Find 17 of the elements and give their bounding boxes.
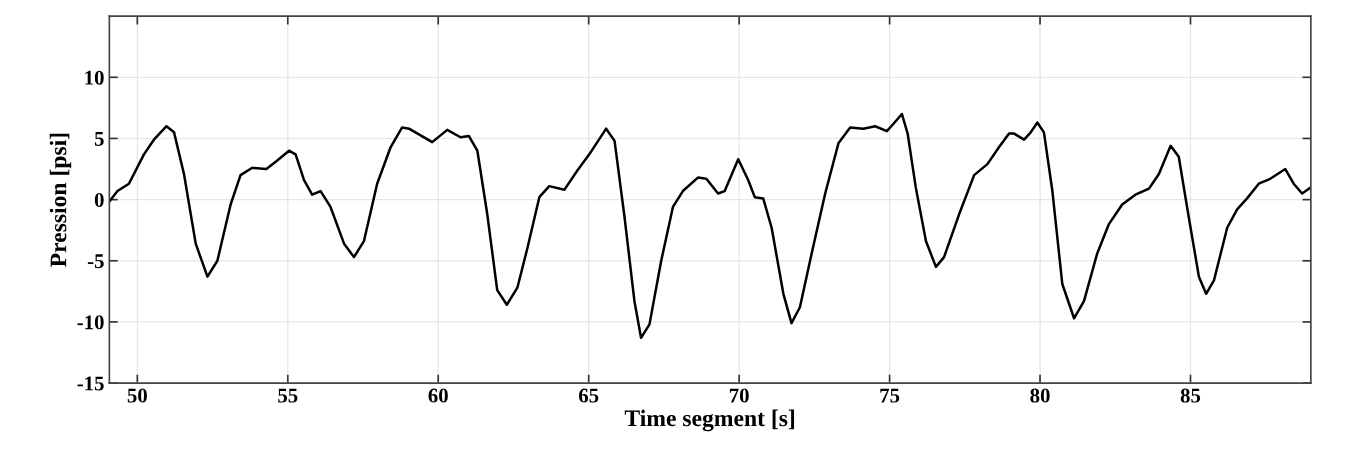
line-series [109, 112, 1311, 340]
y-tick-label: -15 [77, 376, 104, 391]
x-axis-title: Time segment [s] [624, 409, 795, 432]
y-tick-label: 5 [94, 132, 104, 146]
x-tick-label: 65 [578, 388, 599, 403]
x-tick-label: 85 [1180, 388, 1201, 403]
x-tick-label: 55 [278, 388, 298, 403]
x-tick-label: 80 [1030, 388, 1050, 403]
y-tick-label: -5 [87, 254, 104, 269]
y-tick-label: 10 [85, 70, 104, 85]
x-tick-label: 75 [880, 388, 900, 403]
y-tick-label: -10 [77, 315, 104, 330]
x-tick-label: 60 [428, 388, 448, 403]
y-tick-label: 0 [94, 192, 104, 208]
x-tick-label: 70 [729, 388, 749, 403]
x-tick-label: 50 [127, 388, 147, 403]
y-axis-title: Pression [psi] [49, 133, 72, 267]
